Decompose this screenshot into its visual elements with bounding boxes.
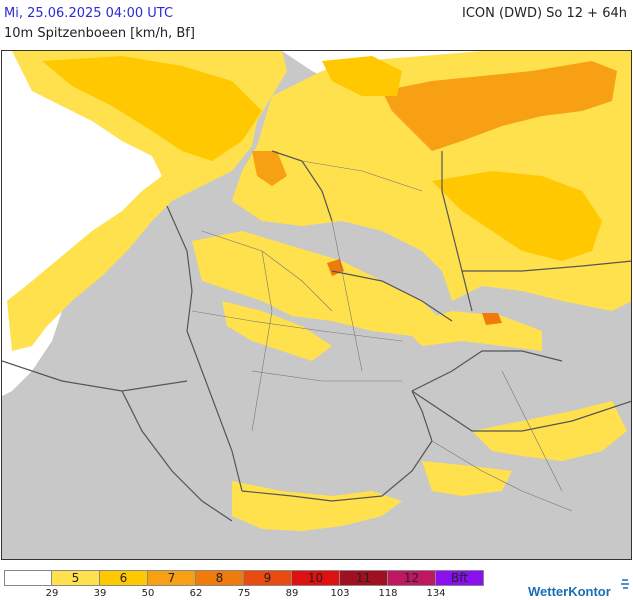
gust-bft5-austria [422, 461, 512, 496]
legend-tick: 39 [93, 588, 107, 599]
legend-cell [4, 570, 52, 586]
legend-tick: 118 [378, 588, 398, 599]
gust-bft7-spot-east [482, 313, 502, 325]
channel-area [2, 311, 62, 396]
legend-cell: 8 [196, 570, 244, 586]
header-datetime: Mi, 25.06.2025 04:00 UTC [4, 6, 174, 21]
gust-bft6-east [432, 171, 602, 261]
legend-tick: 62 [189, 588, 203, 599]
header-model: ICON (DWD) So 12 + 64h [462, 6, 627, 21]
legend-tick: 29 [45, 588, 59, 599]
gust-bft7-spot-center [327, 259, 344, 276]
state-borders [191, 160, 573, 512]
legend-cell: 10 [292, 570, 340, 586]
brand-logo: WetterKontor [528, 584, 611, 599]
legend-bar: 5 6 7 8 9 10 11 12 Bft [4, 570, 484, 586]
legend-cell: 6 [100, 570, 148, 586]
country-borders [2, 150, 631, 522]
legend-tick: 75 [237, 588, 251, 599]
legend-tick: 103 [330, 588, 350, 599]
wind-icon [621, 579, 629, 589]
gust-bft5-east-band [402, 311, 542, 351]
header-parameter: 10m Spitzenboeen [km/h, Bf] [4, 26, 195, 41]
gust-bft7-baltic [382, 61, 617, 151]
gust-bft5-central-b [222, 301, 332, 361]
gust-bft6-coast [252, 151, 287, 186]
legend-cell: Bft [436, 570, 484, 586]
legend-cell: 11 [340, 570, 388, 586]
legend-cell: 12 [388, 570, 436, 586]
legend-cell: 7 [148, 570, 196, 586]
map-canvas [2, 51, 631, 531]
gust-bft6-north [42, 56, 262, 161]
gust-bft5-alps [232, 481, 402, 531]
gust-bft6-baltic-west [322, 56, 402, 96]
legend-cell: 9 [244, 570, 292, 586]
legend-cell: 5 [52, 570, 100, 586]
wind-gust-map [1, 50, 632, 560]
legend-tick: 134 [426, 588, 446, 599]
gust-bft5-central-a [192, 231, 442, 336]
legend-tick: 89 [285, 588, 299, 599]
legend-tick: 50 [141, 588, 155, 599]
